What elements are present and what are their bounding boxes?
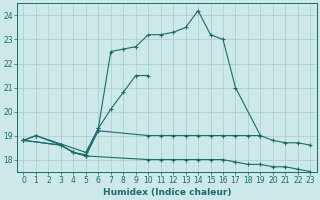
X-axis label: Humidex (Indice chaleur): Humidex (Indice chaleur) — [103, 188, 231, 197]
